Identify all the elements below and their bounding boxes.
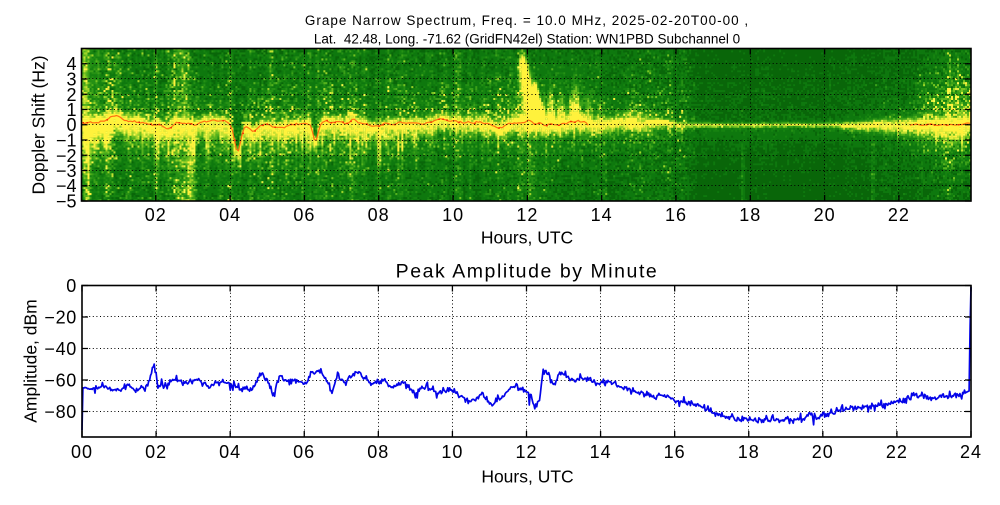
- svg-text:−2: −2: [56, 146, 77, 166]
- svg-text:Lat. 42.48, Long. -71.62 (Gri: Lat. 42.48, Long. -71.62 (GridFN42el) St…: [314, 32, 740, 47]
- svg-text:−20: −20: [44, 308, 77, 328]
- svg-text:−3: −3: [56, 161, 77, 181]
- svg-text:04: 04: [219, 442, 241, 462]
- svg-text:0: 0: [66, 115, 76, 135]
- svg-text:06: 06: [293, 442, 315, 462]
- svg-text:−5: −5: [56, 192, 77, 212]
- svg-text:12: 12: [516, 205, 538, 225]
- svg-text:10: 10: [442, 205, 464, 225]
- svg-text:Hours, UTC: Hours, UTC: [481, 467, 573, 487]
- svg-text:08: 08: [368, 205, 390, 225]
- svg-text:08: 08: [367, 442, 389, 462]
- svg-text:18: 18: [739, 205, 761, 225]
- svg-text:1: 1: [66, 100, 76, 120]
- svg-text:4: 4: [66, 54, 76, 74]
- svg-text:06: 06: [293, 205, 315, 225]
- svg-text:16: 16: [665, 205, 687, 225]
- svg-text:−60: −60: [44, 371, 77, 391]
- svg-text:−4: −4: [56, 176, 77, 196]
- svg-text:Peak Amplitude by Minute: Peak Amplitude by Minute: [396, 261, 659, 283]
- svg-text:Grape Narrow Spectrum, Freq. =: Grape Narrow Spectrum, Freq. = 10.0 MHz,…: [305, 13, 749, 28]
- svg-text:20: 20: [814, 205, 836, 225]
- svg-text:0: 0: [66, 276, 77, 296]
- svg-text:02: 02: [145, 442, 167, 462]
- svg-text:20: 20: [812, 442, 834, 462]
- svg-text:3: 3: [66, 70, 76, 90]
- svg-text:00: 00: [71, 442, 93, 462]
- svg-text:2: 2: [66, 85, 76, 105]
- svg-text:22: 22: [886, 442, 908, 462]
- svg-text:14: 14: [590, 442, 612, 462]
- svg-text:04: 04: [219, 205, 241, 225]
- svg-text:02: 02: [145, 205, 167, 225]
- svg-text:−40: −40: [44, 339, 77, 359]
- svg-text:Hours, UTC: Hours, UTC: [481, 228, 573, 248]
- svg-text:12: 12: [515, 442, 537, 462]
- svg-text:10: 10: [441, 442, 463, 462]
- svg-text:24: 24: [960, 442, 982, 462]
- svg-text:16: 16: [664, 442, 686, 462]
- svg-text:−80: −80: [44, 402, 77, 422]
- svg-text:22: 22: [888, 205, 910, 225]
- svg-text:Doppler Shift (Hz): Doppler Shift (Hz): [29, 55, 49, 194]
- svg-text:18: 18: [738, 442, 760, 462]
- svg-text:−1: −1: [56, 131, 77, 151]
- svg-text:14: 14: [591, 205, 613, 225]
- svg-text:Amplitude, dBm: Amplitude, dBm: [21, 299, 41, 423]
